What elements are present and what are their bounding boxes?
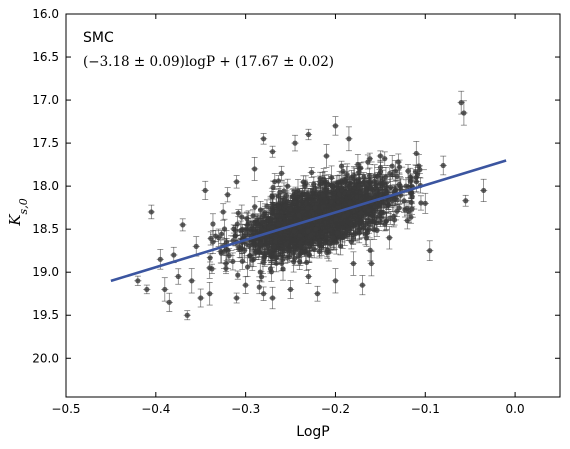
marker xyxy=(418,200,424,206)
marker xyxy=(408,214,414,220)
marker xyxy=(417,167,423,173)
marker xyxy=(367,156,373,162)
marker xyxy=(256,284,262,290)
marker xyxy=(382,156,388,162)
marker xyxy=(350,235,356,241)
marker xyxy=(272,178,278,185)
marker xyxy=(351,172,357,178)
data-point xyxy=(417,195,424,211)
marker xyxy=(403,183,409,189)
marker xyxy=(252,204,258,210)
data-point xyxy=(381,151,388,166)
marker xyxy=(219,231,225,237)
marker xyxy=(302,183,308,189)
data-point xyxy=(299,179,311,193)
data-point xyxy=(366,152,374,165)
marker xyxy=(363,235,370,241)
data-point xyxy=(218,230,225,239)
data-point xyxy=(256,280,263,295)
data-point xyxy=(271,173,279,190)
marker xyxy=(309,169,315,176)
data-point xyxy=(350,166,357,185)
marker xyxy=(235,272,241,278)
data-point xyxy=(234,270,241,280)
marker xyxy=(389,163,395,169)
data-point xyxy=(207,253,214,263)
data-point xyxy=(251,196,258,218)
data-point xyxy=(307,167,316,178)
marker xyxy=(207,255,213,261)
